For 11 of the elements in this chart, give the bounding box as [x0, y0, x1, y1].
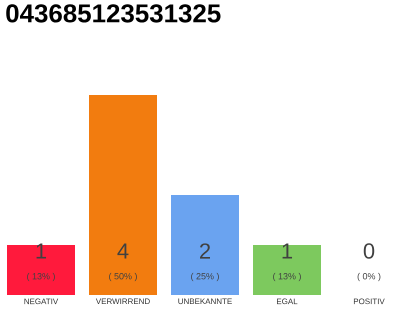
annotation: ( 13% ) — [273, 272, 301, 282]
annotation: ( 13% ) — [27, 272, 55, 282]
chart-title: 043685123531325 — [6, 4, 221, 23]
data-label: 1 — [36, 243, 46, 259]
data-label: 2 — [200, 243, 210, 259]
annotation: ( 0% ) — [358, 272, 380, 282]
data-label: 1 — [282, 243, 292, 259]
annotation: ( 25% ) — [191, 272, 219, 282]
data-label: 0 — [364, 243, 374, 259]
data-label: 4 — [117, 243, 128, 259]
annotation: ( 50% ) — [109, 272, 137, 282]
